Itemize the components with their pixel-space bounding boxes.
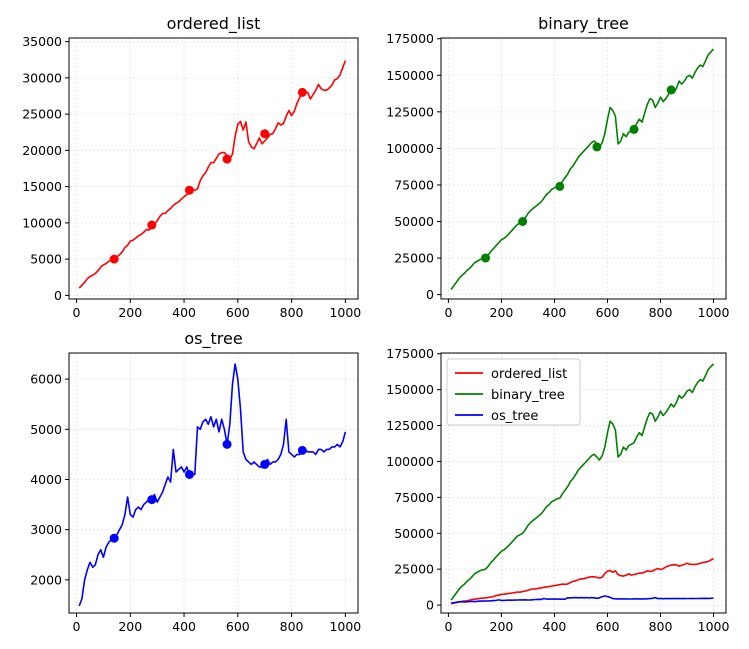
legend-box [446, 358, 581, 426]
x-tick-label: 800 [649, 305, 673, 320]
data-point [184, 469, 194, 479]
y-tick-label: 25000 [394, 562, 434, 577]
x-tick-label: 0 [444, 305, 452, 320]
y-tick-label: 125000 [386, 104, 434, 119]
chart-panel-2: 0 200 400 600 800 1000 0 25000 50000 75000 100000 1… [386, 14, 729, 320]
legend-label: binary_tree [491, 388, 565, 403]
x-tick-label: 0 [73, 619, 81, 634]
data-point [184, 185, 194, 195]
chart-panel-3: 0 200 400 600 800 1000 2000 3000 4000 5000 6000 os_… [30, 329, 361, 634]
series-line-binary_tree [450, 48, 715, 290]
y-tick-label: 0 [426, 598, 434, 613]
y-tick-label: 30000 [22, 70, 62, 85]
data-point [260, 459, 270, 469]
axes-frame [68, 352, 359, 614]
series-line-ordered_list [450, 557, 714, 605]
y-tick-label: 25000 [22, 107, 62, 122]
y-tick-label: 2000 [30, 572, 62, 587]
data-point [222, 439, 232, 449]
x-tick-label: 0 [444, 619, 452, 634]
y-tick-label: 50000 [394, 526, 434, 541]
plot-area [450, 363, 715, 605]
y-tick-label: 125000 [386, 418, 434, 433]
x-tick-label: 800 [649, 619, 673, 634]
data-point [518, 217, 528, 227]
y-tick-label: 25000 [394, 251, 434, 266]
axes-frame [440, 352, 727, 614]
x-tick-label: 1000 [698, 305, 730, 320]
data-point [260, 129, 270, 139]
data-point [481, 253, 491, 263]
y-tick-label: 4000 [30, 472, 62, 487]
x-tick-label: 800 [280, 619, 304, 634]
y-tick-label: 150000 [386, 68, 434, 83]
x-tick-label: 600 [226, 305, 250, 320]
x-tick-label: 1000 [698, 619, 730, 634]
x-tick-label: 400 [172, 619, 196, 634]
data-point [297, 445, 307, 455]
y-tick-label: 175000 [386, 31, 434, 46]
x-tick-label: 200 [490, 619, 514, 634]
axes-frame [440, 37, 727, 300]
x-tick-label: 1000 [329, 619, 361, 634]
data-point [629, 124, 639, 134]
chart-title: ordered_list [167, 14, 261, 34]
y-tick-label: 10000 [22, 215, 62, 230]
data-point [555, 181, 565, 191]
data-point [592, 142, 602, 152]
x-tick-label: 600 [226, 619, 250, 634]
legend-label: ordered_list [491, 367, 567, 382]
plot-area [450, 48, 715, 290]
y-tick-label: 75000 [394, 490, 434, 505]
data-point [297, 87, 307, 97]
chart-panel-4: 0 200 400 600 800 1000 0 25000 50000 75000 100000 1… [386, 346, 729, 634]
y-tick-label: 5000 [30, 252, 62, 267]
chart-title: os_tree [184, 329, 242, 349]
series-line-os_tree [78, 363, 347, 607]
y-tick-label: 50000 [394, 214, 434, 229]
y-tick-label: 100000 [386, 454, 434, 469]
data-point [666, 85, 676, 95]
y-tick-label: 15000 [22, 179, 62, 194]
chart-title: binary_tree [538, 14, 629, 34]
x-tick-label: 200 [490, 305, 514, 320]
y-tick-label: 175000 [386, 346, 434, 361]
y-tick-label: 0 [54, 288, 62, 303]
x-tick-label: 400 [172, 305, 196, 320]
x-tick-label: 1000 [329, 305, 361, 320]
y-tick-label: 75000 [394, 177, 434, 192]
y-tick-label: 100000 [386, 141, 434, 156]
x-tick-label: 200 [118, 305, 142, 320]
x-tick-label: 0 [73, 305, 81, 320]
x-tick-label: 400 [543, 619, 567, 634]
plot-area [78, 363, 347, 607]
x-tick-label: 200 [118, 619, 142, 634]
x-tick-label: 400 [543, 305, 567, 320]
data-point [222, 154, 232, 164]
y-tick-label: 3000 [30, 522, 62, 537]
legend-label: os_tree [491, 409, 538, 424]
chart-panel-1: 0 200 400 600 800 100005000100001500020000250… [22, 14, 361, 320]
data-point [147, 495, 157, 505]
x-tick-label: 600 [596, 619, 620, 634]
series-line-binary_tree [450, 363, 715, 601]
axes-frame [68, 37, 359, 300]
x-tick-label: 800 [280, 305, 304, 320]
y-tick-label: 150000 [386, 382, 434, 397]
data-point [109, 254, 119, 264]
data-point [109, 533, 119, 543]
x-tick-label: 600 [596, 305, 620, 320]
series-line-os_tree [451, 595, 714, 604]
y-tick-label: 0 [426, 287, 434, 302]
legend: ordered_list binary_tree os_tree [446, 358, 581, 426]
y-tick-label: 20000 [22, 143, 62, 158]
y-tick-label: 35000 [22, 34, 62, 49]
y-tick-label: 5000 [30, 422, 62, 437]
plot-area [78, 60, 347, 289]
data-point [147, 220, 157, 230]
y-tick-label: 6000 [30, 372, 62, 387]
